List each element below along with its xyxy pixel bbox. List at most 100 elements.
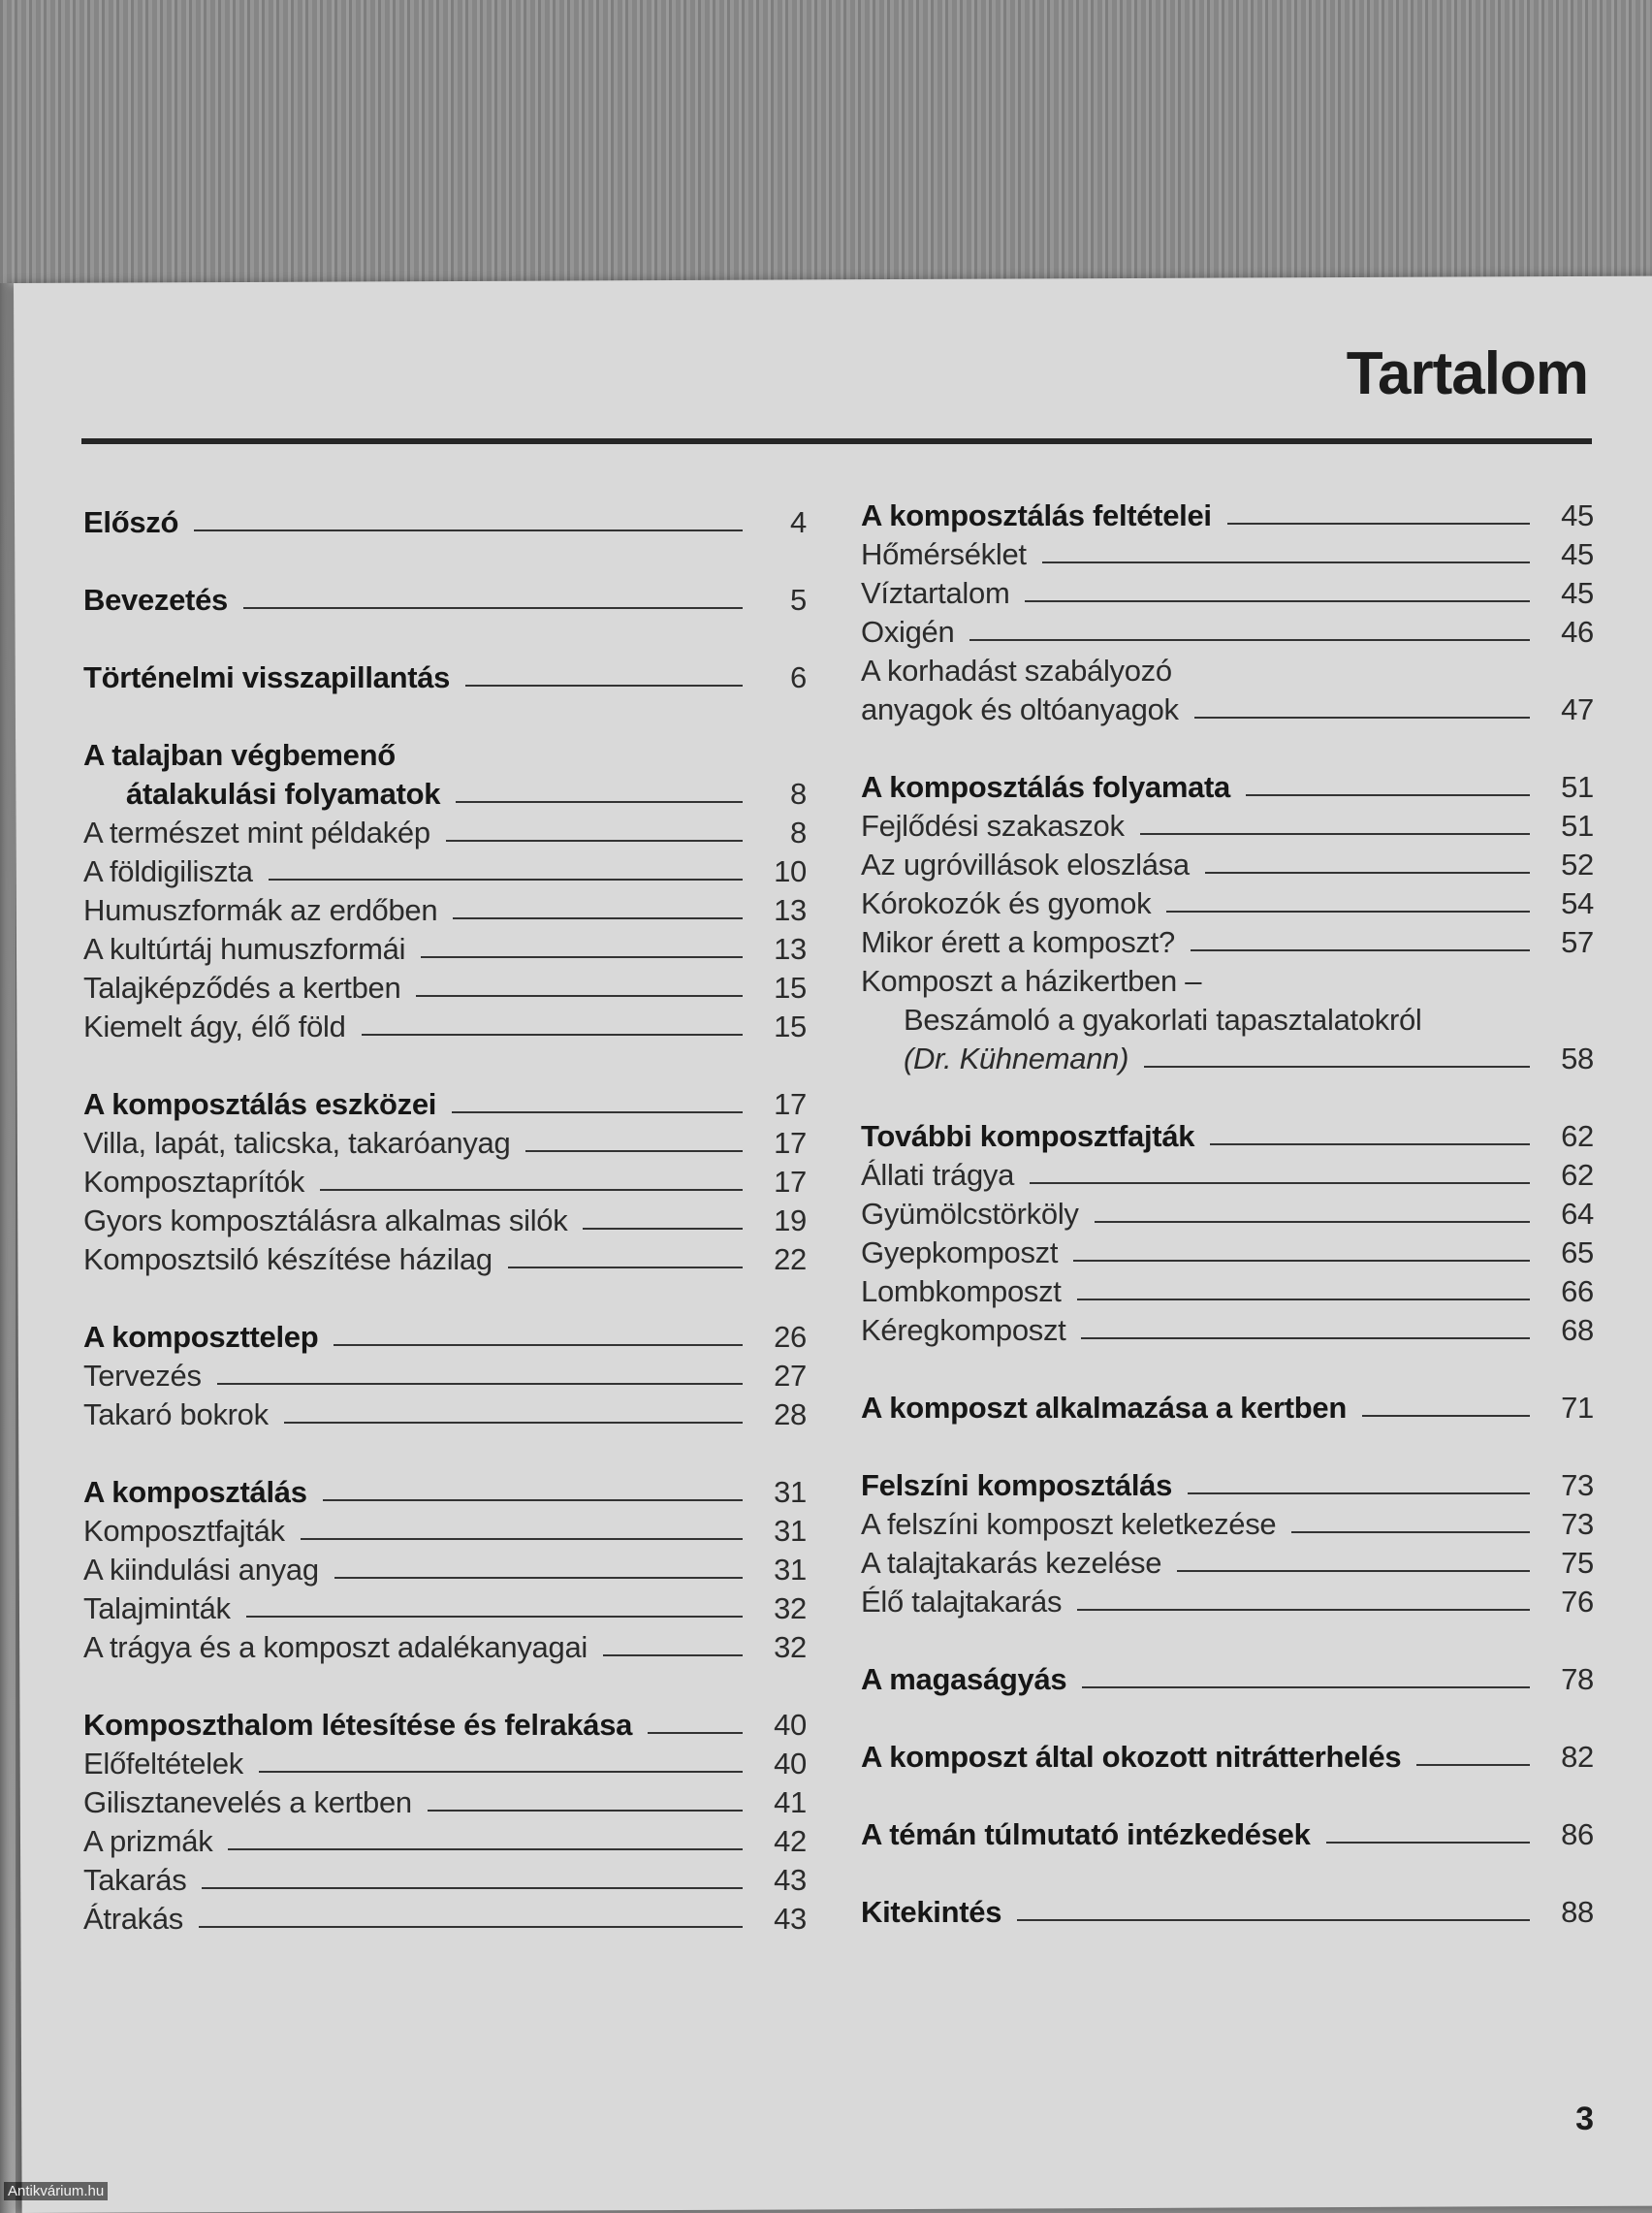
toc-chapter-entry: Felszíni komposztálás 73 [861, 1466, 1594, 1505]
toc-subentry: A trágya és a komposzt adalékanyagai 32 [83, 1628, 807, 1667]
toc-subentry: Talajképződés a kertben 15 [83, 969, 807, 1008]
toc-entry-title: Takaró bokrok [83, 1397, 269, 1431]
toc-chapter-entry: A témán túlmutató intézkedések 86 [861, 1815, 1594, 1854]
leader-line [1291, 1531, 1530, 1533]
toc-subentry: Kéregkomposzt 68 [861, 1311, 1594, 1350]
toc-line: A komposzt alkalmazása a kertben 71 [861, 1389, 1594, 1427]
leader-line [1076, 1299, 1530, 1300]
toc-entry-title: Kitekintés [861, 1895, 1002, 1929]
page-number: 3 [1575, 2101, 1594, 2137]
toc-entry-title: Talajképződés a kertben [83, 971, 401, 1005]
leader-line [245, 1616, 743, 1618]
toc-entry-title: A prizmák [83, 1824, 213, 1858]
leader-line [268, 879, 743, 881]
toc-subentry: Komposztfajták 31 [83, 1512, 807, 1551]
leader-line [320, 1189, 743, 1191]
toc-line: A földigiliszta 10 [83, 852, 807, 891]
leader-line [361, 1034, 743, 1036]
toc-page-number: 43 [774, 1863, 807, 1897]
leader-line [969, 639, 1530, 641]
toc-entry-title: A komposztálás folyamata [861, 770, 1230, 804]
toc-subentry: Takarás 43 [83, 1861, 807, 1900]
toc-entry-title: Bevezetés [83, 583, 228, 617]
toc-line: (Dr. Kühnemann) 58 [861, 1040, 1594, 1078]
toc-entry-title: A felszíni komposzt keletkezése [861, 1507, 1277, 1541]
toc-page-number: 58 [1561, 1042, 1594, 1075]
toc-page-number: 73 [1561, 1468, 1594, 1502]
toc-line: Komposzt a házikertben – [861, 962, 1594, 1001]
toc-subentry: A kiindulási anyag 31 [83, 1551, 807, 1589]
toc-column-left: Előszó 4 Bevezetés 5 Történelmi visszapillan… [83, 503, 807, 1977]
toc-chapter-entry: Bevezetés 5 [83, 581, 807, 620]
leader-line [1166, 911, 1530, 913]
leader-line [228, 1848, 743, 1850]
toc-entry-title: Hőmérséklet [861, 537, 1027, 571]
toc-subentry: Komposztaprítók 17 [83, 1163, 807, 1202]
toc-subentry: Mikor érett a komposzt? 57 [861, 923, 1594, 962]
toc-entry-title: Talajminták [83, 1591, 231, 1625]
toc-page-number: 4 [790, 505, 807, 539]
leader-line [1177, 1570, 1530, 1572]
toc-line: A kiindulási anyag 31 [83, 1551, 807, 1589]
toc-entry-title: Átrakás [83, 1902, 183, 1936]
toc-line: További komposztfajták 62 [861, 1117, 1594, 1156]
toc-line: A magaságyás 78 [861, 1660, 1594, 1699]
leader-line [1081, 1337, 1530, 1339]
toc-subentry: A kultúrtáj humuszformái 13 [83, 930, 807, 969]
toc-line: Víztartalom 45 [861, 574, 1594, 613]
leader-line [453, 917, 743, 919]
toc-line: Előszó 4 [83, 503, 807, 542]
toc-line: A komposztálás folyamata 51 [861, 768, 1594, 807]
toc-entry-title: Komposzt a házikertben – [861, 964, 1202, 998]
toc-page-number: 51 [1561, 809, 1594, 843]
toc-entry-title: átalakulási folyamatok [126, 777, 441, 811]
toc-chapter-entry: A magaságyás 78 [861, 1660, 1594, 1699]
toc-entry-title: A kiindulási anyag [83, 1553, 319, 1587]
toc-entry-title: A magaságyás [861, 1662, 1067, 1696]
toc-page-number: 41 [774, 1785, 807, 1819]
toc-entry-title: A komposztálás feltételei [861, 498, 1212, 532]
toc-entry-title: A komposzt által okozott nitrátterhelés [861, 1740, 1402, 1774]
toc-section: A témán túlmutató intézkedések 86 [861, 1815, 1594, 1854]
toc-chapter-entry: A talajban végbemenő átalakulási folyamat… [83, 736, 807, 814]
toc-page-number: 45 [1561, 498, 1594, 532]
toc-entry-title: Komposztaprítók [83, 1165, 305, 1199]
toc-page-number: 13 [774, 932, 807, 966]
toc-line: Az ugróvillások eloszlása 52 [861, 846, 1594, 884]
background-surface [0, 0, 1652, 291]
toc-section: A komposzt alkalmazása a kertben 71 [861, 1389, 1594, 1427]
toc-entry-title: A komposztálás eszközei [83, 1087, 437, 1121]
toc-subentry: Gyümölcstörköly 64 [861, 1195, 1594, 1234]
toc-page-number: 8 [790, 777, 807, 811]
toc-page-number: 31 [774, 1553, 807, 1587]
toc-page-number: 62 [1561, 1158, 1594, 1192]
toc-entry-title: Komposztfajták [83, 1514, 285, 1548]
toc-page-number: 57 [1561, 925, 1594, 959]
toc-section: A talajban végbemenő átalakulási folyamat… [83, 736, 807, 1046]
leader-line [583, 1228, 743, 1230]
toc-page-number: 71 [1561, 1391, 1594, 1425]
toc-line: Kiemelt ágy, élő föld 15 [83, 1008, 807, 1046]
toc-line: Komposzthalom létesítése és felrakása 40 [83, 1706, 807, 1745]
toc-chapter-entry: További komposztfajták 62 [861, 1117, 1594, 1156]
toc-entry-title: Élő talajtakarás [861, 1585, 1063, 1619]
toc-entry-title: Lombkomposzt [861, 1274, 1062, 1308]
leader-line [1188, 1492, 1530, 1494]
toc-page-number: 28 [774, 1397, 807, 1431]
toc-line: Átrakás 43 [83, 1900, 807, 1939]
toc-line: anyagok és oltóanyagok 47 [861, 690, 1594, 729]
toc-line: Kórokozók és gyomok 54 [861, 884, 1594, 923]
toc-page-number: 17 [774, 1087, 807, 1121]
toc-line: Gyors komposztálásra alkalmas silók 19 [83, 1202, 807, 1240]
toc-line: Történelmi visszapillantás 6 [83, 658, 807, 697]
toc-page-number: 8 [790, 816, 807, 850]
toc-subentry: Az ugróvillások eloszlása 52 [861, 846, 1594, 884]
toc-section: A magaságyás 78 [861, 1660, 1594, 1699]
toc-page-number: 15 [774, 1010, 807, 1043]
toc-line: Takaró bokrok 28 [83, 1395, 807, 1434]
toc-page-number: 86 [1561, 1817, 1594, 1851]
toc-entry-title: A talajtakarás kezelése [861, 1546, 1162, 1580]
toc-line: A korhadást szabályozó [861, 652, 1594, 690]
leader-line [322, 1499, 743, 1501]
toc-chapter-entry: Kitekintés 88 [861, 1893, 1594, 1932]
